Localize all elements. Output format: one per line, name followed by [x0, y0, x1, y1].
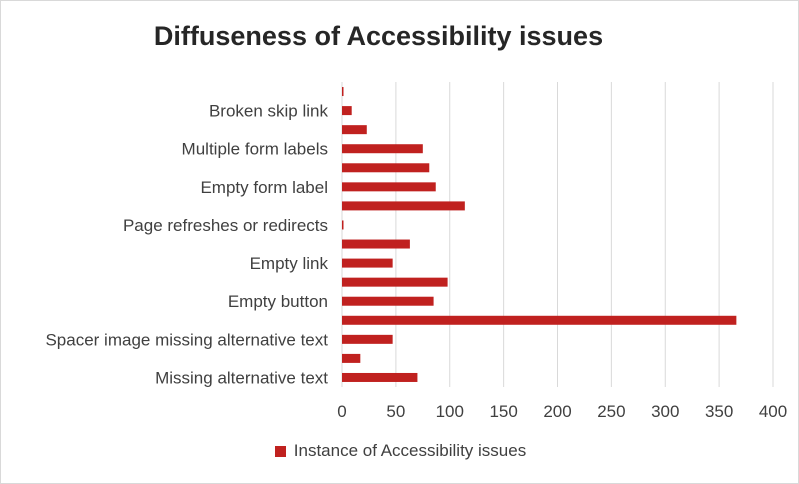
bar	[342, 372, 418, 382]
x-tick-label: 200	[543, 402, 571, 421]
x-tick-label: 150	[489, 402, 517, 421]
bar	[342, 220, 344, 230]
x-tick-label: 0	[337, 402, 346, 421]
x-tick-label: 350	[705, 402, 733, 421]
x-tick-label: 100	[436, 402, 464, 421]
y-tick-label: Missing alternative text	[155, 368, 328, 387]
bar	[342, 315, 737, 325]
y-tick-label: Empty form label	[200, 178, 328, 197]
y-tick-label: Empty button	[228, 292, 328, 311]
y-tick-label: Empty link	[250, 254, 329, 273]
chart-legend: Instance of Accessibility issues	[1, 441, 799, 461]
x-tick-label: 250	[597, 402, 625, 421]
bar	[342, 201, 465, 211]
legend-swatch	[274, 445, 286, 457]
bar	[342, 258, 393, 268]
bar	[342, 125, 367, 135]
legend-label: Instance of Accessibility issues	[293, 441, 527, 460]
y-tick-label: Page refreshes or redirects	[123, 216, 328, 235]
bar	[342, 163, 430, 173]
bar	[342, 353, 361, 363]
bar	[342, 106, 352, 116]
y-tick-label: Spacer image missing alternative text	[45, 330, 328, 349]
x-tick-label: 300	[651, 402, 679, 421]
y-tick-label: Broken skip link	[209, 102, 329, 121]
bar	[342, 239, 410, 249]
bar	[342, 334, 393, 344]
bar	[342, 277, 448, 287]
bar	[342, 182, 436, 192]
bar	[342, 296, 434, 306]
y-tick-label: Multiple form labels	[182, 140, 328, 159]
x-tick-label: 50	[386, 402, 405, 421]
bar	[342, 87, 344, 97]
bar	[342, 144, 423, 154]
chart-title: Diffuseness of Accessibility issues	[153, 21, 604, 51]
x-tick-label: 400	[759, 402, 787, 421]
